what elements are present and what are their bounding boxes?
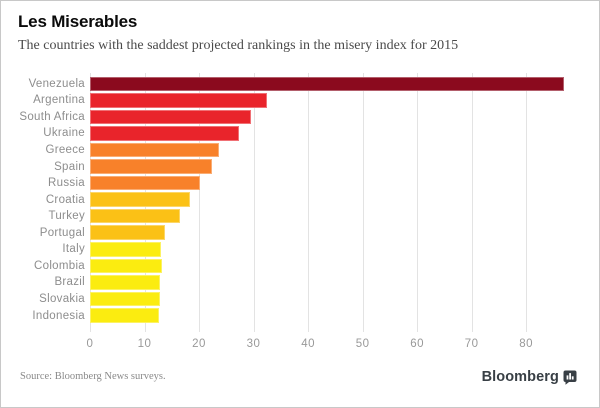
bar: [90, 225, 166, 241]
bar: [90, 175, 201, 191]
country-label: Russia: [48, 177, 85, 190]
country-label: Portugal: [39, 226, 85, 239]
bar: [90, 192, 191, 207]
country-label: Brazil: [54, 276, 85, 289]
bloomberg-logo: Bloomberg: [482, 369, 577, 385]
x-tick-label: 40: [301, 338, 315, 350]
x-tick-label: 20: [192, 338, 206, 350]
x-axis: 0 10 20 30 40 50 60 70 80: [1, 338, 599, 354]
bar: [90, 208, 180, 224]
bar: [90, 159, 213, 174]
x-tick-label: 50: [355, 338, 370, 350]
bar: [90, 126, 239, 141]
x-tick-label: 80: [519, 338, 534, 350]
bar: [90, 142, 220, 158]
country-label: Turkey: [48, 210, 85, 223]
country-label: Italy: [62, 243, 85, 256]
x-tick-label: 70: [464, 338, 479, 350]
gridline: [417, 73, 419, 332]
country-label: Venezuela: [28, 77, 85, 90]
x-tick-label: 30: [246, 338, 261, 350]
source-note: Source: Bloomberg News surveys.: [20, 371, 166, 382]
bloomberg-logo-text: Bloomberg: [481, 369, 559, 385]
bar: [90, 242, 162, 257]
x-tick-label: 10: [137, 338, 152, 350]
country-label: Argentina: [33, 94, 85, 107]
bar: [90, 308, 160, 323]
gridline: [253, 73, 255, 332]
page-subtitle: The countries with the saddest projected…: [18, 38, 459, 53]
y-axis-labels: Venezuela Argentina South Africa Ukraine Gre…: [1, 73, 85, 332]
gridline: [471, 73, 473, 332]
country-label: Croatia: [45, 193, 85, 206]
x-tick-label: 0: [86, 338, 94, 350]
bar-chart-icon: [563, 370, 577, 385]
country-label: Colombia: [34, 259, 85, 272]
gridline: [362, 73, 364, 332]
country-label: South Africa: [19, 110, 85, 123]
bar: [90, 275, 160, 290]
page-title: Les Miserables: [18, 12, 138, 31]
bar: [90, 258, 162, 274]
country-label: Greece: [45, 144, 85, 156]
bar: [90, 109, 251, 125]
gridline: [199, 73, 201, 332]
gridline: [526, 73, 528, 332]
bar: [90, 76, 565, 92]
country-label: Indonesia: [32, 309, 85, 322]
country-label: Spain: [54, 160, 85, 173]
country-label: Ukraine: [43, 127, 85, 140]
gridline: [308, 73, 310, 332]
bar: [90, 291, 161, 307]
country-label: Slovakia: [39, 292, 85, 305]
x-tick-label: 60: [410, 338, 425, 350]
plot-area: [90, 73, 566, 332]
bar: [90, 93, 268, 108]
